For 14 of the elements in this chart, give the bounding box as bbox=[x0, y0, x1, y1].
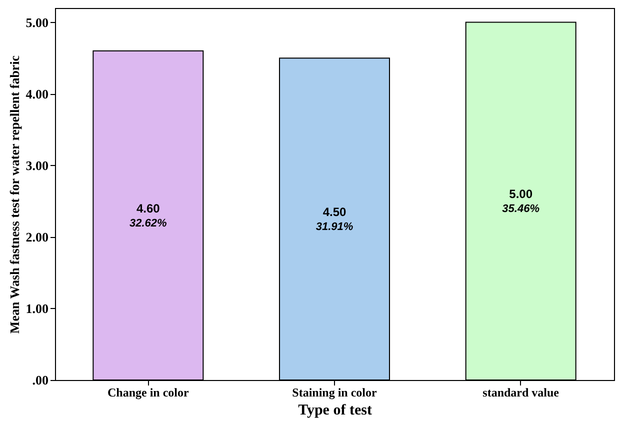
y-tick-label: 3.00 bbox=[26, 158, 48, 173]
text: 4.60 32.62% bbox=[130, 201, 167, 230]
y-tick-label: 1.00 bbox=[26, 300, 48, 316]
y-axis-title: Mean Wash fastness test for water repellent fabric bbox=[6, 55, 22, 334]
y-tick-label: .00 bbox=[32, 372, 48, 388]
y-tick-label: 5.00 bbox=[26, 14, 48, 30]
text: 5.00 35.46% bbox=[502, 187, 540, 216]
y-tick-label: 4.00 bbox=[26, 86, 48, 102]
text: 4.50 31.91% bbox=[316, 205, 354, 234]
x-tick-label: Staining in color bbox=[292, 386, 378, 400]
x-tick-label: Change in color bbox=[107, 386, 190, 400]
x-axis-title: Type of test bbox=[298, 402, 372, 418]
y-tick-label: 2.00 bbox=[26, 229, 48, 244]
x-tick-label: standard value bbox=[482, 386, 560, 400]
